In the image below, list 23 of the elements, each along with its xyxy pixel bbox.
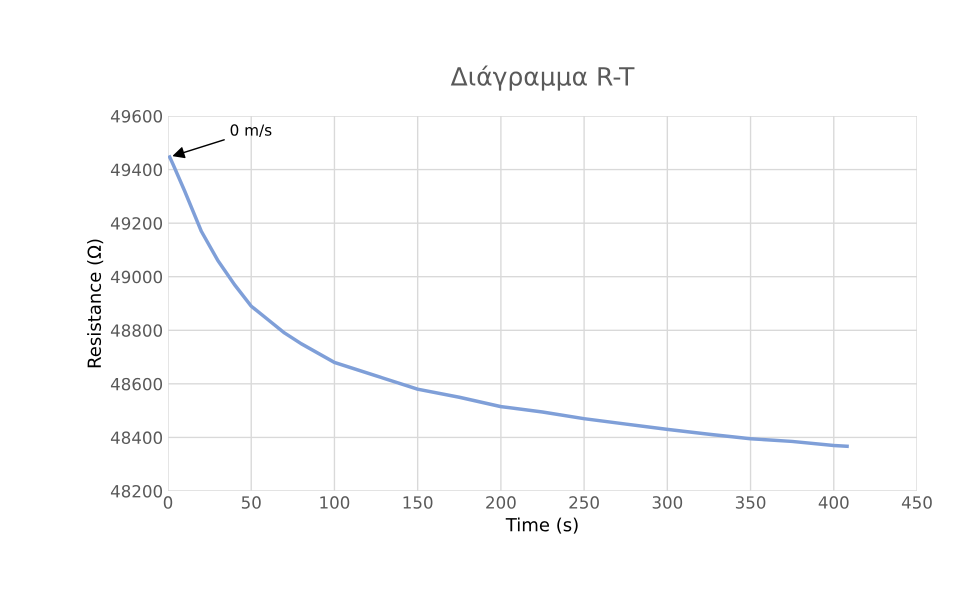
x-tick-label: 350 [736,496,766,509]
y-tick-label: 49600 [110,110,162,123]
x-tick-label: 400 [818,496,849,509]
y-axis-title: Resistance (Ω) [87,240,104,368]
x-tick-label: 0 [164,496,172,509]
x-tick-label: 450 [902,496,932,509]
x-axis-title: Time (s) [506,518,578,534]
chart-title: Διάγραμμα R-T [450,65,634,91]
annotation: 0 m/s [230,124,272,138]
x-tick-label: 250 [569,496,599,509]
y-tick-label: 49200 [110,217,162,230]
x-tick-label: 150 [404,496,432,509]
x-tick-label: 200 [486,496,516,509]
y-tick-label: 48800 [110,324,162,337]
x-tick-label: 100 [320,496,350,509]
x-tick-label: 300 [652,496,682,509]
line-series [168,155,849,448]
y-tick-label: 48200 [110,484,162,498]
y-tick-label: 49000 [110,270,162,284]
y-tick-label: 48400 [110,431,162,444]
y-tick-label: 49400 [110,164,162,176]
x-tick-label: 50 [242,496,261,509]
y-tick-label: 48600 [110,378,162,390]
